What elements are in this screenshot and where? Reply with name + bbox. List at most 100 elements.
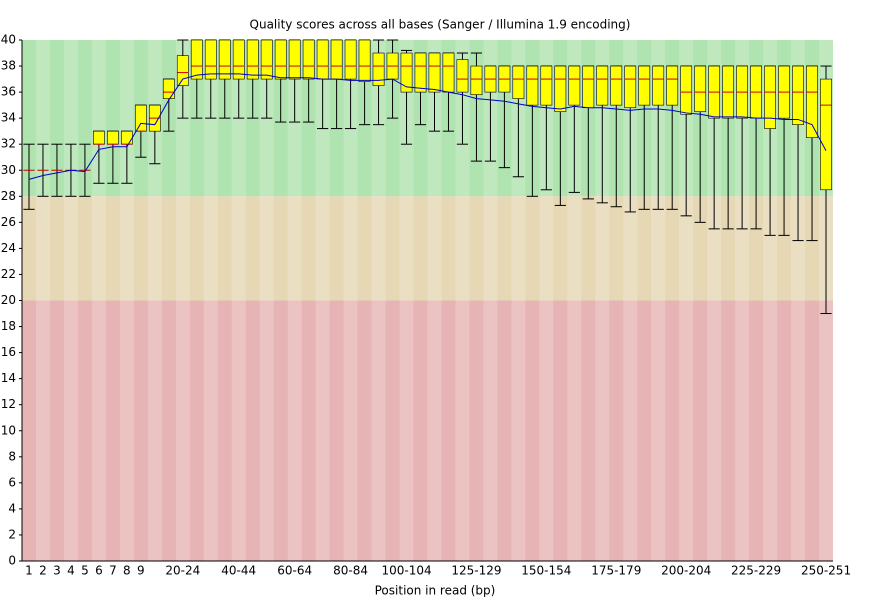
stripe: [623, 40, 638, 561]
x-tick-label: 80-84: [333, 564, 368, 578]
box: [120, 130, 133, 145]
stripe: [679, 40, 694, 561]
box: [568, 65, 581, 106]
box: [93, 130, 105, 145]
box: [288, 39, 301, 80]
stripe: [791, 40, 806, 561]
quality-band: [22, 196, 833, 301]
x-tick-label: 4: [67, 564, 75, 578]
stripe: [399, 40, 414, 561]
box: [442, 52, 455, 93]
y-tick-label: 6: [8, 475, 16, 489]
x-tick-label: 1: [25, 564, 33, 578]
box: [764, 65, 776, 129]
y-tick-label: 32: [1, 137, 16, 151]
box: [274, 39, 287, 80]
x-tick-label: 250-251: [801, 564, 851, 578]
x-tick-label: 200-204: [661, 564, 711, 578]
box: [610, 65, 623, 106]
y-tick-label: 16: [1, 345, 16, 359]
box: [792, 65, 804, 125]
stripe: [231, 40, 246, 561]
box: [596, 65, 609, 106]
x-tick-label: 7: [109, 564, 117, 578]
y-tick-label: 10: [1, 423, 16, 437]
box: [666, 65, 679, 106]
box: [316, 39, 329, 80]
y-tick-label: 26: [1, 215, 16, 229]
box: [344, 39, 357, 80]
y-tick-label: 18: [1, 319, 16, 333]
x-tick-label: 40-44: [221, 564, 256, 578]
stripe: [567, 40, 582, 561]
box: [330, 39, 343, 80]
box: [204, 39, 217, 80]
box: [554, 65, 567, 112]
chart-title: Quality scores across all bases (Sanger …: [250, 18, 631, 32]
stripe: [287, 40, 302, 561]
x-axis-title: Position in read (bp): [375, 584, 496, 598]
box: [358, 39, 371, 82]
box: [260, 39, 273, 80]
box: [302, 39, 315, 80]
y-tick-label: 14: [1, 371, 16, 385]
stripe: [119, 40, 134, 561]
stripe: [511, 40, 526, 561]
stripe: [175, 40, 190, 561]
box: [694, 65, 707, 112]
x-tick-label: 175-179: [591, 564, 641, 578]
quality-band: [22, 300, 833, 561]
stripe: [595, 40, 610, 561]
x-tick-label: 8: [123, 564, 131, 578]
box: [652, 65, 665, 106]
y-tick-label: 12: [1, 397, 16, 411]
stripe: [259, 40, 274, 561]
y-tick-label: 30: [1, 163, 16, 177]
x-tick-label: 150-154: [521, 564, 571, 578]
stripe: [203, 40, 218, 561]
stripe: [707, 40, 722, 561]
box: [638, 65, 651, 106]
box: [512, 65, 525, 99]
box: [372, 52, 385, 86]
box: [414, 52, 427, 93]
stripe: [315, 40, 330, 561]
stripe: [63, 40, 78, 561]
x-tick-label: 6: [95, 564, 103, 578]
stripe: [371, 40, 386, 561]
box: [470, 65, 483, 96]
box: [400, 52, 413, 93]
box: [582, 65, 595, 109]
y-tick-label: 2: [8, 527, 16, 541]
box: [526, 65, 539, 106]
stripe: [91, 40, 106, 561]
mean-line: [28, 73, 827, 180]
box: [176, 55, 189, 86]
stripe: [455, 40, 470, 561]
y-tick-label: 40: [1, 33, 16, 47]
x-tick-label: 225-229: [731, 564, 781, 578]
stripe: [763, 40, 778, 561]
y-tick-label: 36: [1, 85, 16, 99]
box: [680, 65, 693, 115]
x-tick-label: 9: [137, 564, 145, 578]
y-tick-label: 0: [8, 554, 16, 568]
box: [106, 130, 119, 145]
x-tick-label: 100-104: [381, 564, 431, 578]
y-tick-label: 8: [8, 449, 16, 463]
y-tick-label: 22: [1, 267, 16, 281]
box: [190, 39, 203, 80]
y-tick-label: 20: [1, 293, 16, 307]
stripe: [427, 40, 442, 561]
y-tick-label: 24: [1, 241, 16, 255]
stripe: [35, 40, 50, 561]
y-tick-label: 28: [1, 189, 16, 203]
box: [820, 78, 832, 191]
box: [246, 39, 259, 80]
box: [624, 65, 637, 109]
box: [428, 52, 441, 93]
x-tick-label: 3: [53, 564, 61, 578]
box: [134, 104, 147, 132]
x-tick-label: 60-64: [277, 564, 312, 578]
